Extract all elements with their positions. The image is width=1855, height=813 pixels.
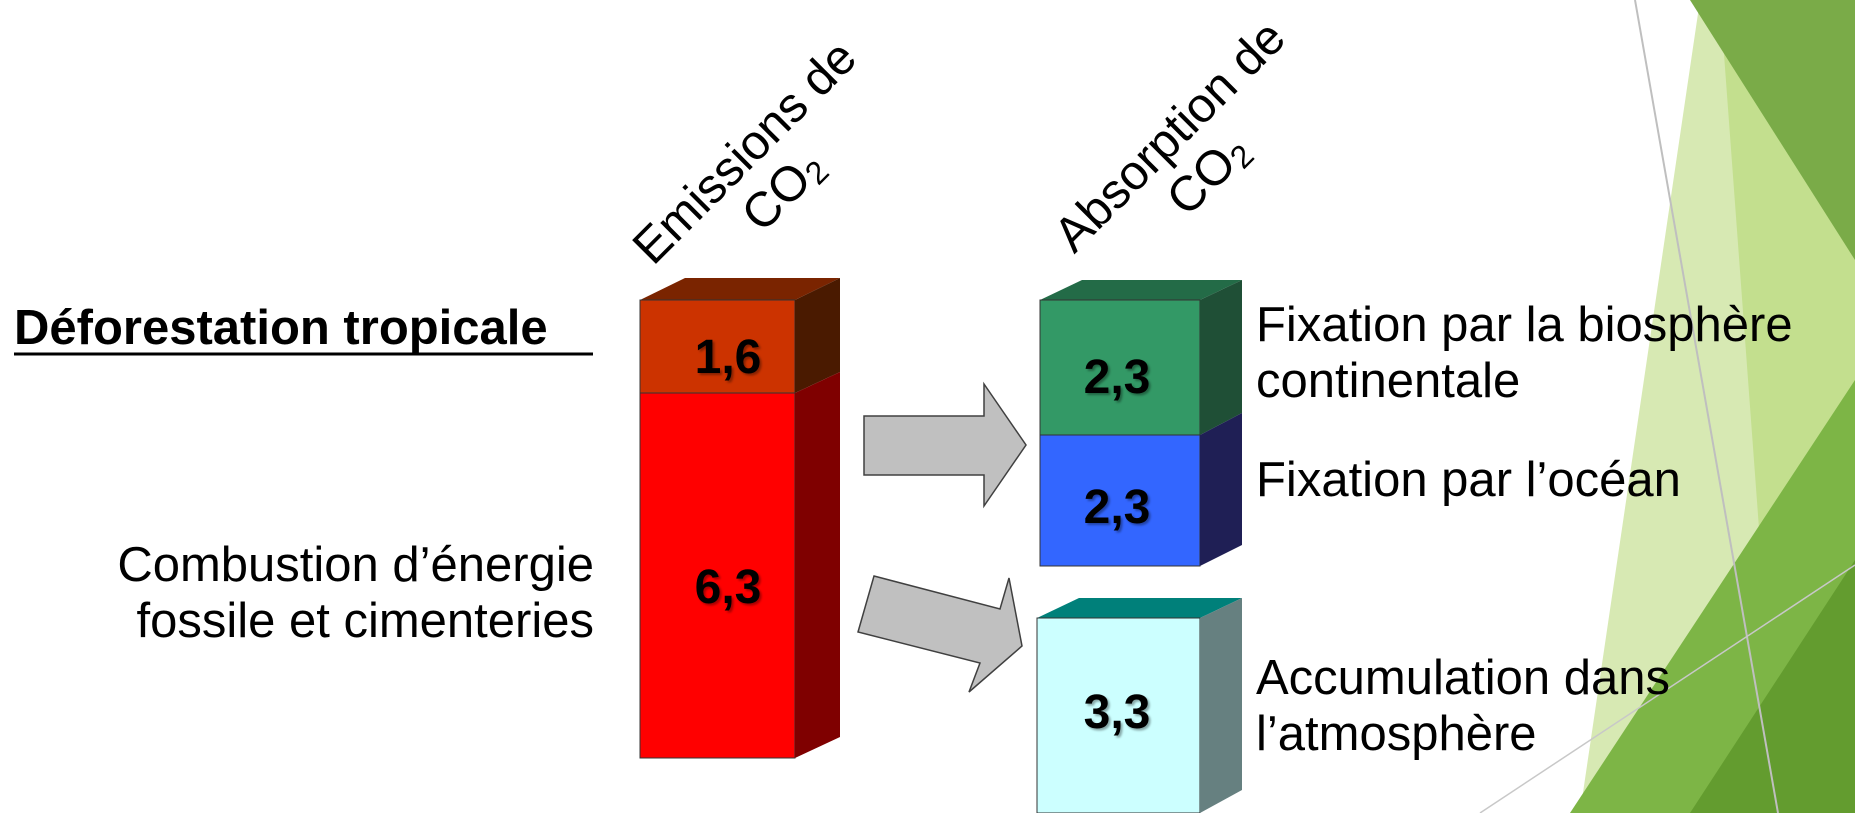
biosphere-label-line2: continentale <box>1256 354 1521 409</box>
ocean-segment-side <box>1200 413 1242 566</box>
deforestation-segment-side <box>795 278 840 393</box>
atmosphere-label: Accumulation dans l’atmosphère <box>1256 650 1670 763</box>
atmosphere-label-line2: l’atmosphère <box>1256 707 1537 762</box>
atmosphere-bar <box>1036 598 1242 813</box>
biosphere-segment-side <box>1200 280 1242 435</box>
absorption-bar <box>1039 280 1242 567</box>
atmosphere-segment <box>1036 617 1201 813</box>
ocean-value: 2,3 <box>1083 481 1151 534</box>
biosphere-segment <box>1039 299 1201 436</box>
atmosphere-value: 3,3 <box>1083 686 1151 739</box>
biosphere-label-line1: Fixation par la biosphère <box>1256 298 1793 352</box>
ocean-segment <box>1039 434 1201 567</box>
emissions-bar <box>639 278 840 759</box>
fossil-segment-side <box>795 372 840 758</box>
background-decoration <box>1479 0 1855 813</box>
fossil-label-line2: fossile et cimenteries <box>136 594 594 649</box>
fossil-label-line1: Combustion d’énergie <box>117 538 594 592</box>
emissions-bar-top <box>640 278 840 300</box>
fossil-value: 6,3 <box>694 561 762 614</box>
absorption-bar-top <box>1040 280 1242 300</box>
atmosphere-label-line1: Accumulation dans <box>1256 651 1671 705</box>
fossil-label: Combustion d’énergie fossile et cimenter… <box>14 537 594 650</box>
fossil-segment <box>639 392 796 759</box>
ocean-label: Fixation par l’océan <box>1256 452 1681 508</box>
biosphere-label: Fixation par la biosphère continentale <box>1256 297 1793 410</box>
biosphere-value: 2,3 <box>1083 351 1151 404</box>
deforestation-value: 1,6 <box>694 331 762 384</box>
ocean-label-line1: Fixation par l’océan <box>1256 453 1681 507</box>
arrow-to-biosphere-ocean <box>863 381 1027 509</box>
atmosphere-segment-side <box>1200 598 1242 813</box>
arrow-to-atmosphere <box>857 575 1023 693</box>
deforestation-label: Déforestation tropicale <box>14 301 548 355</box>
atmosphere-bar-top <box>1037 598 1242 618</box>
